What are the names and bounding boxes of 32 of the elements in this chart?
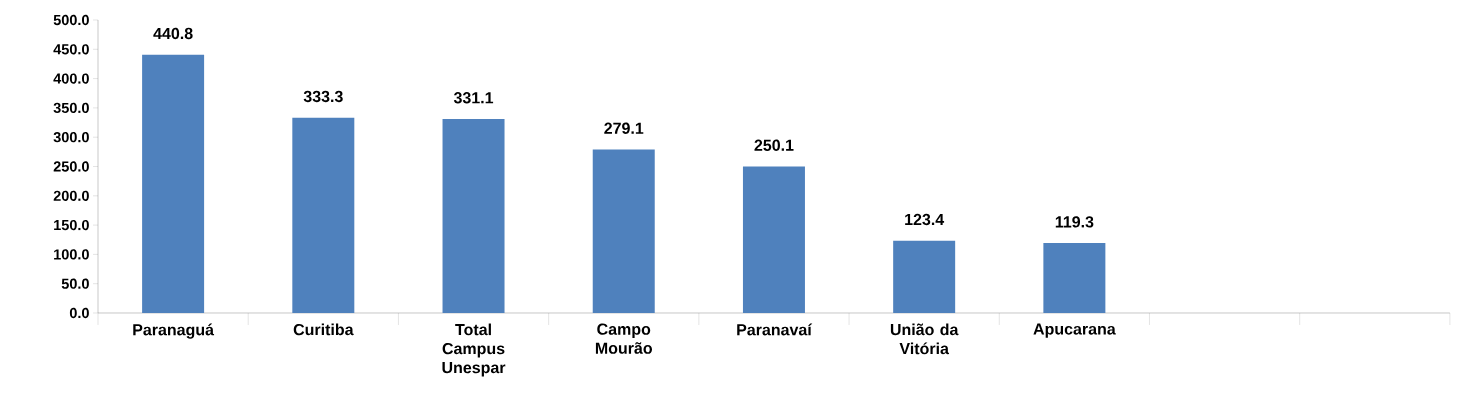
bar (1043, 243, 1106, 313)
y-tick-label: 250.0 (53, 161, 89, 172)
y-tick-label: 50.0 (61, 278, 89, 289)
bar (893, 240, 956, 313)
x-tick-label: Paranaguá (133, 323, 215, 339)
x-tick-label: Total Campus Unespar (442, 323, 506, 377)
data-label: 333.3 (303, 90, 343, 103)
y-tick-label: 100.0 (54, 249, 89, 260)
data-label: 279.1 (604, 122, 644, 134)
bar (142, 54, 205, 313)
x-tick-label: Apucarana (1033, 323, 1116, 338)
data-label: 331.1 (453, 92, 494, 104)
data-label: 440.8 (153, 27, 193, 40)
x-tick-label: Paranavaí (737, 323, 813, 336)
y-tick-label: 450.0 (53, 44, 89, 55)
y-tick-label: 300.0 (53, 132, 89, 143)
data-label: 119.3 (1055, 216, 1094, 228)
x-tick-label: União da Vitória (890, 323, 959, 355)
x-tick-label: Curitiba (293, 323, 354, 336)
y-tick-label: 200.0 (53, 190, 89, 201)
bar (442, 118, 505, 313)
y-tick-label: 400.0 (53, 73, 89, 84)
data-label: 250.1 (754, 139, 794, 151)
data-label: 123.4 (905, 213, 945, 226)
bar (742, 166, 805, 313)
y-tick-label: 150.0 (54, 219, 89, 231)
y-tick-label: 350.0 (53, 102, 89, 114)
y-tick-label: 500.0 (53, 14, 89, 26)
bar (592, 149, 655, 313)
y-tick-label: 0.0 (69, 307, 89, 319)
x-tick-label: Campo Mourão (595, 323, 653, 354)
bar (292, 117, 355, 313)
